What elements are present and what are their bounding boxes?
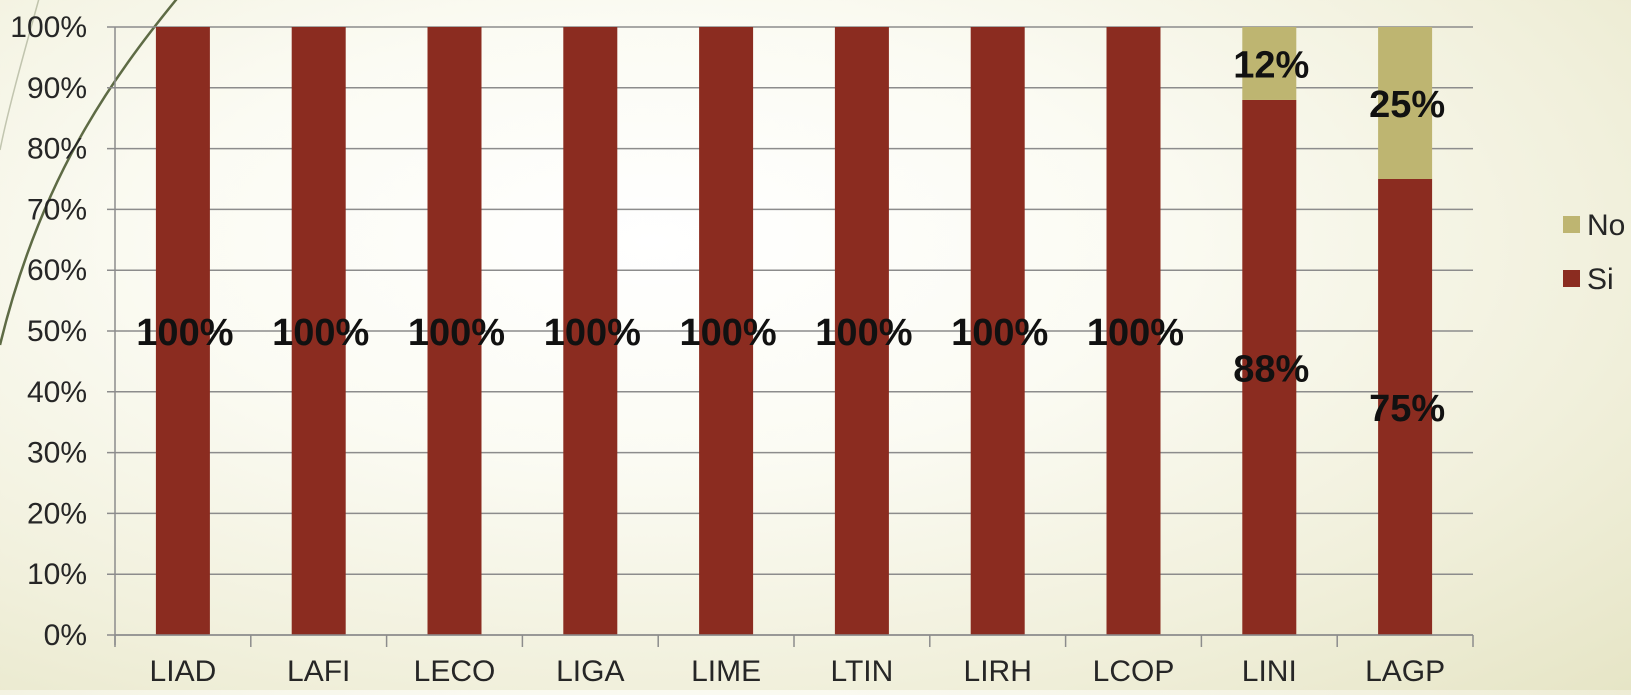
bar-no [1378, 27, 1433, 179]
data-label: 100% [1087, 312, 1184, 354]
x-tick-label: LAFI [287, 655, 350, 688]
legend: No Si [1563, 209, 1625, 296]
y-tick-label: 100% [10, 11, 87, 44]
axes: 0% 10% 20% 30% 40% 50% 60% 70% 80% 90% 100% LIAD LAF… [10, 11, 1474, 688]
y-tick-label: 40% [27, 376, 87, 409]
data-label: 100% [136, 312, 233, 354]
x-tick-label: LAGP [1365, 655, 1445, 688]
y-tick-label: 80% [27, 133, 87, 166]
bar-no [1242, 27, 1297, 100]
x-tick-label: LTIN [831, 655, 894, 688]
data-label: 100% [815, 312, 912, 354]
y-tick-label: 50% [27, 315, 87, 348]
data-label: 88% [1233, 348, 1309, 390]
decorative-curve [0, 0, 178, 346]
data-label: 100% [408, 312, 505, 354]
x-tick-label: LCOP [1093, 655, 1175, 688]
legend-swatch-no [1563, 216, 1580, 233]
x-tick-label: LIRH [964, 655, 1032, 688]
bar-si [155, 27, 210, 635]
data-label: 25% [1369, 84, 1445, 126]
bar-si [563, 27, 618, 635]
bar-si [834, 27, 889, 635]
y-tick-label: 90% [27, 72, 87, 105]
data-label: 100% [951, 312, 1048, 354]
legend-label-no: No [1587, 209, 1625, 242]
bar-si [427, 27, 482, 635]
decorative-curve-faint [0, 0, 40, 151]
y-tick-label: 60% [27, 254, 87, 287]
x-tick-label: LIME [691, 655, 761, 688]
legend-label-si: Si [1587, 263, 1614, 296]
bar-si [291, 27, 346, 635]
data-label: 100% [544, 312, 641, 354]
y-tick-label: 0% [44, 619, 87, 652]
x-tick-label: LECO [414, 655, 496, 688]
bar-si [1106, 27, 1161, 635]
y-tick-label: 30% [27, 437, 87, 470]
x-tick-label: LIAD [150, 655, 217, 688]
data-label: 100% [272, 312, 369, 354]
x-tick-label: LINI [1242, 655, 1297, 688]
legend-swatch-si [1563, 270, 1580, 287]
bars [155, 27, 1433, 635]
bar-si [970, 27, 1025, 635]
bar-si [699, 27, 754, 635]
y-tick-label: 70% [27, 193, 87, 226]
y-tick-label: 10% [27, 558, 87, 591]
bar-si [1242, 99, 1297, 635]
y-tick-label: 20% [27, 497, 87, 530]
data-label: 12% [1233, 44, 1309, 86]
data-labels: 100% 100% 100% 100% 100% 100% 100% 100% 88% 12% 75… [136, 44, 1445, 430]
data-label: 75% [1369, 388, 1445, 430]
bar-si [1378, 179, 1433, 635]
data-label: 100% [679, 312, 776, 354]
x-tick-label: LIGA [556, 655, 624, 688]
